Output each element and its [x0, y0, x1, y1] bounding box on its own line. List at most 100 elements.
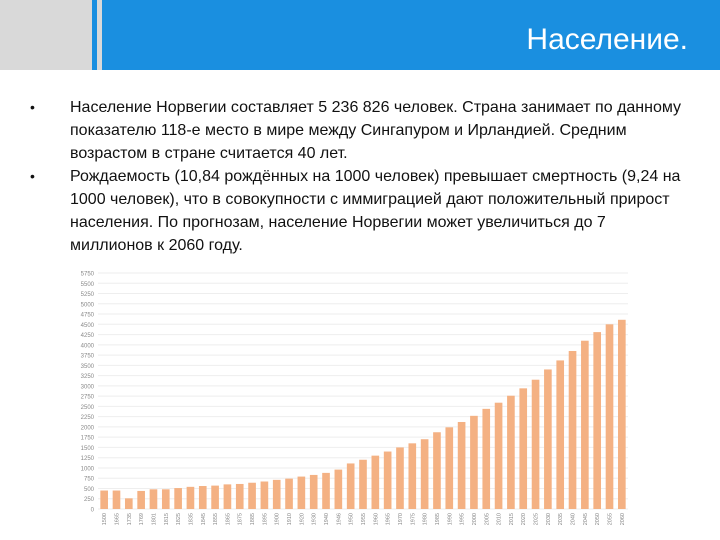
x-tick-label: 1975 — [410, 513, 416, 525]
bar — [346, 463, 355, 509]
bullet-list: • Население Норвегии составляет 5 236 82… — [24, 96, 684, 257]
header-decor-block — [0, 0, 92, 70]
bullet-text: Рождаемость (10,84 рождённых на 1000 чел… — [70, 168, 681, 254]
bar — [285, 478, 293, 509]
x-tick-label: 1985 — [435, 513, 441, 525]
bar — [457, 421, 466, 509]
x-tick-label: 1900 — [275, 513, 281, 525]
y-tick-label: 750 — [84, 477, 95, 483]
x-tick-label: 2010 — [497, 513, 503, 525]
x-tick-label: 1500 — [102, 513, 108, 525]
title-bar: Население. — [0, 0, 720, 70]
y-tick-label: 3750 — [81, 354, 95, 360]
bar — [581, 340, 589, 509]
bar — [618, 319, 626, 509]
y-tick-label: 2500 — [81, 405, 95, 411]
bar — [408, 443, 417, 509]
x-tick-label: 1980 — [423, 513, 429, 525]
bullet-item: • Население Норвегии составляет 5 236 82… — [24, 96, 684, 165]
bullet-icon: • — [30, 99, 35, 115]
bar — [420, 439, 429, 509]
bar — [309, 474, 318, 509]
bar — [260, 481, 269, 509]
bar — [235, 483, 244, 509]
x-tick-label: 2040 — [571, 513, 577, 525]
x-tick-label: 1895 — [262, 513, 268, 525]
bar — [396, 447, 404, 509]
x-tick-label: 2015 — [509, 513, 515, 525]
bar — [544, 369, 552, 509]
x-tick-label: 1865 — [225, 513, 231, 525]
bar — [149, 489, 158, 509]
bar — [223, 484, 232, 509]
bar — [531, 379, 540, 509]
x-tick-label: 1970 — [398, 513, 404, 525]
x-tick-label: 2000 — [472, 513, 478, 525]
y-tick-label: 4000 — [81, 343, 95, 349]
bar — [470, 415, 478, 509]
x-tick-label: 2005 — [484, 513, 490, 525]
bar — [568, 350, 577, 509]
x-tick-label: 1885 — [250, 513, 256, 525]
bar — [137, 490, 145, 509]
bullet-item: • Рождаемость (10,84 рождённых на 1000 ч… — [24, 165, 684, 257]
bar — [482, 408, 491, 509]
bar — [445, 427, 454, 509]
x-tick-label: 1995 — [460, 513, 466, 525]
bar — [519, 388, 528, 509]
x-tick-label: 1950 — [349, 513, 355, 525]
x-tick-label: 1990 — [447, 513, 453, 525]
y-tick-label: 5750 — [81, 272, 95, 278]
header-decor-stripe — [97, 0, 102, 70]
bar — [359, 459, 367, 509]
y-tick-label: 250 — [84, 497, 95, 503]
x-tick-label: 2025 — [534, 513, 540, 525]
y-tick-label: 2000 — [81, 425, 95, 431]
x-tick-label: 1769 — [139, 513, 145, 525]
x-tick-label: 2020 — [521, 513, 527, 525]
y-tick-label: 1000 — [81, 466, 95, 472]
y-tick-label: 5250 — [81, 292, 95, 298]
x-tick-label: 1835 — [188, 513, 194, 525]
x-tick-label: 2030 — [546, 513, 552, 525]
bar — [556, 360, 565, 509]
y-tick-label: 500 — [84, 487, 95, 493]
bar — [494, 402, 503, 509]
x-tick-label: 2035 — [558, 513, 564, 525]
x-tick-label: 1965 — [386, 513, 392, 525]
bar — [174, 488, 182, 509]
bar — [112, 490, 121, 509]
y-tick-label: 2750 — [81, 395, 95, 401]
x-tick-label: 1960 — [373, 513, 379, 525]
x-tick-label: 2050 — [595, 513, 601, 525]
bar — [433, 432, 441, 509]
bar — [322, 472, 330, 509]
bar — [383, 451, 392, 509]
y-tick-label: 1750 — [81, 436, 95, 442]
population-bar-chart: 0 250 500 750 1000 1250 1500 1750 2000 2250 2500 27… — [81, 272, 628, 525]
y-tick-label: 1250 — [81, 456, 95, 462]
y-tick-label: 3250 — [81, 374, 95, 380]
x-tick-label: 1920 — [299, 513, 305, 525]
bar — [371, 455, 380, 509]
y-tick-label: 0 — [91, 508, 95, 514]
y-tick-label: 5500 — [81, 282, 95, 288]
bar — [198, 486, 207, 509]
bar — [124, 498, 133, 509]
x-tick-label: 1815 — [164, 513, 170, 525]
bar — [161, 489, 170, 509]
x-tick-label: 1940 — [324, 513, 330, 525]
bar — [100, 490, 108, 509]
x-tick-label: 1735 — [127, 513, 133, 525]
x-tick-label: 2045 — [583, 513, 589, 525]
x-tick-label: 1801 — [151, 513, 157, 525]
y-tick-label: 3500 — [81, 364, 95, 370]
bar — [334, 469, 343, 509]
x-tick-label: 1910 — [287, 513, 293, 525]
y-tick-label: 4750 — [81, 313, 95, 319]
y-tick-label: 4250 — [81, 333, 95, 339]
bar — [186, 486, 195, 509]
y-tick-label: 5000 — [81, 302, 95, 308]
x-tick-label: 1955 — [361, 513, 367, 525]
x-tick-label: 1665 — [114, 513, 120, 525]
